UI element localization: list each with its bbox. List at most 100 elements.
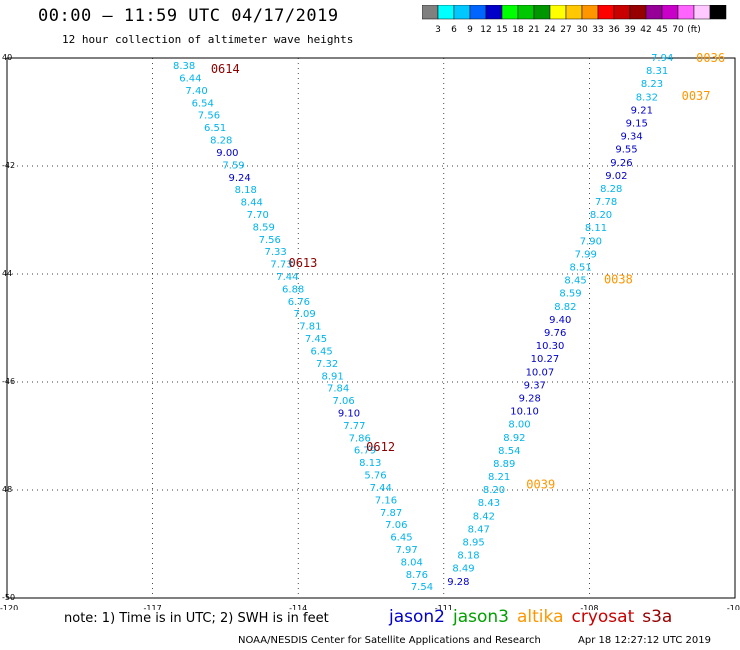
wave-height-map: 40 -42 44 -46 48 -50 -120 -117 -114 -111 -108 -10 8.… — [0, 51, 740, 610]
swh-value-altika: 9.76 — [544, 328, 566, 339]
lon-tick-label: -10 — [727, 604, 740, 610]
swh-value-cryosat: 6.76 — [288, 297, 310, 308]
swh-value-cryosat: 8.04 — [401, 557, 423, 568]
lat-tick-label: -42 — [2, 161, 15, 170]
lat-tick-label: 48 — [2, 485, 12, 494]
legend-item-cryosat: cryosat — [571, 607, 635, 627]
lat-tick-label: -46 — [2, 377, 15, 386]
map-title: 00:00 — 11:59 UTC 04/17/2019 — [38, 6, 339, 26]
swh-value-cryosat: 8.13 — [359, 458, 381, 469]
swh-value-altika: 8.82 — [554, 302, 576, 313]
swh-value-cryosat: 7.33 — [265, 247, 287, 258]
swh-value-altika: 10.10 — [510, 407, 539, 418]
swh-value-cryosat: 8.59 — [253, 222, 275, 233]
swh-value-altika: 9.02 — [605, 171, 627, 182]
swh-value-cryosat: 8.28 — [210, 136, 232, 147]
swh-value-altika: 8.54 — [498, 446, 520, 457]
time-label-cryosat: 0613 — [288, 256, 317, 270]
swh-value-altika: 8.92 — [503, 433, 525, 444]
colorbar-label: 24 — [544, 25, 556, 35]
swh-value-cryosat: 8.44 — [241, 198, 263, 209]
swh-value-cryosat: 7.06 — [385, 520, 407, 531]
swh-value-cryosat: 9.00 — [216, 148, 238, 159]
colorbar-label: 42 — [640, 25, 651, 35]
swh-value-altika: 9.28 — [519, 393, 541, 404]
swh-value-altika: 8.59 — [559, 289, 581, 300]
swh-value-altika: 8.18 — [457, 551, 479, 562]
swh-value-altika: 8.47 — [468, 524, 490, 535]
swh-value-altika: 9.15 — [626, 118, 648, 129]
legend-item-altika: altika — [517, 607, 564, 627]
colorbar-swatch — [709, 5, 727, 20]
swh-value-altika: 8.23 — [641, 79, 663, 90]
swh-value-cryosat: 8.91 — [322, 371, 344, 382]
time-label-cryosat: 0614 — [211, 62, 240, 76]
legend-item-jason2: jason2 — [389, 607, 445, 627]
lon-tick-label: -111 — [435, 604, 453, 610]
swh-value-altika: 8.49 — [452, 564, 474, 575]
swh-value-cryosat: 5.76 — [364, 471, 386, 482]
swh-value-altika: 10.30 — [536, 341, 565, 352]
swh-value-altika: 8.00 — [508, 420, 530, 431]
swh-value-cryosat: 9.24 — [229, 173, 251, 184]
swh-value-cryosat: 8.38 — [173, 61, 195, 72]
colorbar-label: (ft) — [687, 25, 701, 35]
swh-value-altika: 8.11 — [585, 223, 607, 234]
swh-value-cryosat: 7.09 — [294, 309, 316, 320]
swh-value-altika: 8.42 — [473, 511, 495, 522]
swh-value-cryosat: 7.32 — [316, 359, 338, 370]
swh-value-altika: 7.99 — [575, 249, 597, 260]
swh-value-altika: 8.20 — [590, 210, 612, 221]
swh-value-cryosat: 7.56 — [198, 111, 220, 122]
swh-value-cryosat: 7.54 — [411, 582, 433, 593]
swh-value-cryosat: 6.51 — [204, 123, 226, 134]
swh-value-altika: 9.40 — [549, 315, 571, 326]
swh-value-cryosat: 7.45 — [305, 334, 327, 345]
swh-value-altika: 8.20 — [483, 485, 505, 496]
swh-value-cryosat: 6.54 — [192, 98, 214, 109]
swh-value-altika: 8.21 — [488, 472, 510, 483]
time-label-altika: 0038 — [604, 272, 633, 286]
swh-value-cryosat: 6.45 — [310, 346, 332, 357]
lon-tick-label: -108 — [580, 604, 598, 610]
lon-tick-label: -120 — [0, 604, 18, 610]
lon-tick-label: -114 — [289, 604, 307, 610]
swh-value-altika: 8.89 — [493, 459, 515, 470]
legend-item-s3a: s3a — [642, 607, 673, 627]
colorbar-label: 6 — [451, 25, 457, 35]
colorbar-label: 3 — [435, 25, 441, 35]
colorbar-label: 27 — [560, 25, 571, 35]
swh-value-cryosat: 7.81 — [299, 322, 321, 333]
swh-value-altika: 9.28 — [447, 577, 469, 588]
swh-value-altika: 8.31 — [646, 66, 668, 77]
swh-value-cryosat: 7.77 — [343, 421, 365, 432]
swh-value-altika: 8.51 — [570, 263, 592, 274]
swh-value-altika: 8.32 — [636, 92, 658, 103]
units-note: note: 1) Time is in UTC; 2) SWH is in fe… — [64, 611, 329, 626]
swh-value-cryosat: 7.86 — [349, 433, 371, 444]
swh-value-cryosat: 7.70 — [247, 210, 269, 221]
colorbar-label: 15 — [496, 25, 507, 35]
colorbar-label: 9 — [467, 25, 473, 35]
colorbar: 3 6 9 12 15 18 21 24 27 30 33 36 39 42 45 70 (ft) — [422, 5, 727, 35]
swh-value-altika: 7.78 — [595, 197, 617, 208]
colorbar-label: 18 — [512, 25, 524, 35]
swh-value-cryosat: 7.59 — [222, 160, 244, 171]
swh-value-altika: 9.26 — [610, 158, 632, 169]
swh-value-cryosat: 6.79 — [354, 446, 376, 457]
swh-value-altika: 8.95 — [463, 538, 485, 549]
swh-value-cryosat: 7.87 — [380, 508, 402, 519]
generated-timestamp: Apr 18 12:27:12 UTC 2019 — [578, 635, 711, 646]
swh-value-altika: 9.21 — [631, 105, 653, 116]
swh-value-cryosat: 7.06 — [332, 396, 354, 407]
map-subtitle: 12 hour collection of altimeter wave hei… — [62, 33, 354, 46]
swh-value-altika: 8.45 — [564, 276, 586, 287]
swh-value-cryosat: 6.45 — [390, 533, 412, 544]
colorbar-label: 33 — [592, 25, 603, 35]
colorbar-label: 30 — [576, 25, 588, 35]
swh-value-cryosat: 6.44 — [179, 74, 201, 85]
swh-value-altika: 9.37 — [524, 380, 546, 391]
colorbar-label: 39 — [624, 25, 636, 35]
swh-value-cryosat: 7.73 — [270, 260, 292, 271]
colorbar-label: 12 — [480, 25, 491, 35]
